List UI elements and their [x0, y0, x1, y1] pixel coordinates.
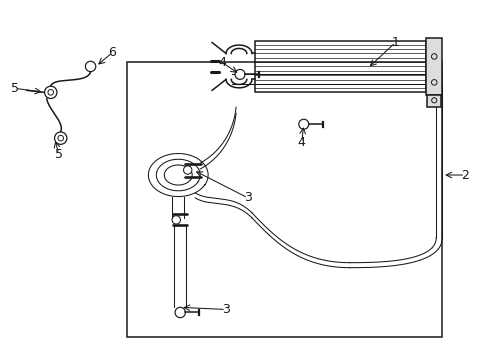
Polygon shape	[427, 95, 440, 107]
Circle shape	[430, 54, 436, 59]
Text: 4: 4	[218, 56, 225, 69]
Bar	[426, 37, 441, 95]
Circle shape	[55, 132, 67, 144]
Circle shape	[172, 216, 180, 224]
Circle shape	[298, 119, 308, 129]
Bar	[254, 41, 426, 92]
Text: 3: 3	[222, 303, 229, 316]
Text: 5: 5	[11, 82, 19, 95]
Circle shape	[430, 80, 436, 85]
Circle shape	[44, 86, 57, 99]
Text: 2: 2	[460, 168, 468, 181]
Bar	[127, 62, 441, 337]
Text: 6: 6	[108, 46, 116, 59]
Circle shape	[235, 69, 244, 80]
Text: 3: 3	[244, 192, 251, 204]
Circle shape	[175, 307, 185, 318]
Circle shape	[183, 166, 191, 174]
Circle shape	[431, 98, 436, 103]
Text: 5: 5	[55, 148, 62, 161]
Text: 1: 1	[391, 36, 399, 49]
Circle shape	[58, 135, 63, 141]
Circle shape	[85, 61, 96, 72]
Text: 4: 4	[297, 136, 305, 149]
Circle shape	[48, 90, 53, 95]
